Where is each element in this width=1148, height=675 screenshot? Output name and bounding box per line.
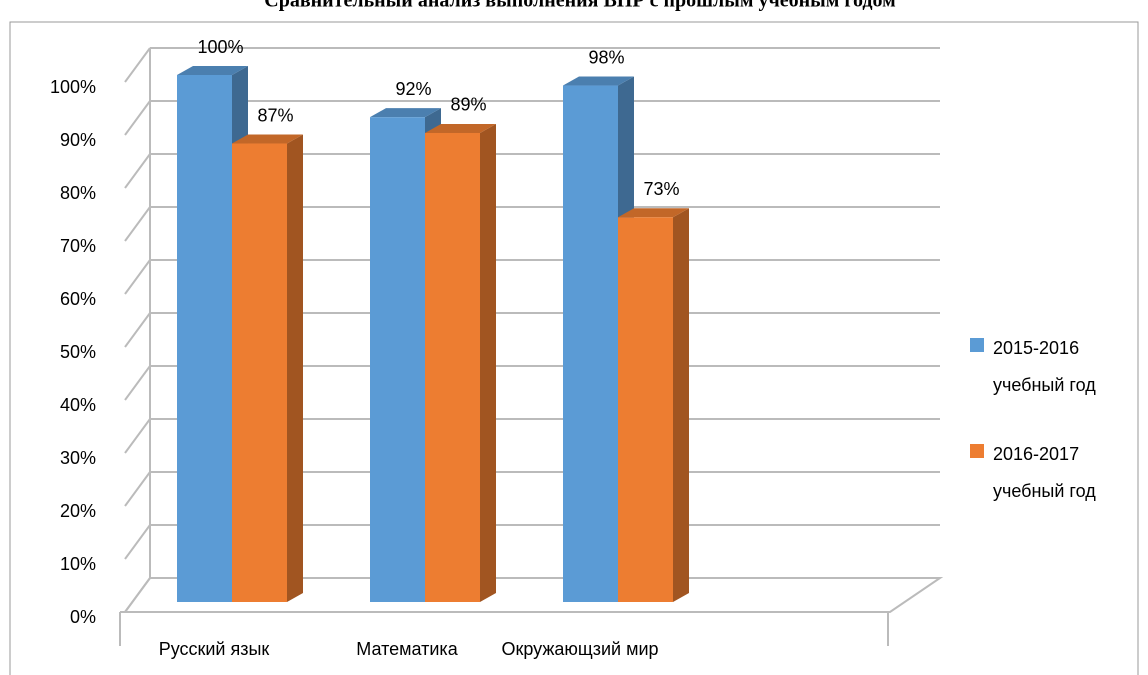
bar-side xyxy=(480,123,496,602)
grid-line xyxy=(124,100,151,136)
bar xyxy=(232,143,287,602)
grid-line xyxy=(124,471,151,507)
bar xyxy=(618,217,673,603)
legend-swatch xyxy=(970,444,984,458)
chart-title: Сравнительный анализ выполнения ВПР с пр… xyxy=(264,0,895,12)
y-tick-label: 70% xyxy=(60,236,96,256)
bar-top xyxy=(563,76,634,86)
legend-label: 2015-2016 учебный год xyxy=(993,338,1096,395)
y-tick-label: 90% xyxy=(60,130,96,150)
y-tick-label: 60% xyxy=(60,289,96,309)
grid-line xyxy=(124,153,151,189)
bar-top xyxy=(177,66,248,75)
data-label: 100% xyxy=(197,37,243,57)
y-tick-label: 20% xyxy=(60,501,96,521)
y-tick-label: 40% xyxy=(60,395,96,415)
data-label: 73% xyxy=(643,179,679,199)
grid-line xyxy=(124,577,151,613)
x-tick-label: Окружающзий мир xyxy=(501,639,658,659)
y-tick-label: 30% xyxy=(60,448,96,468)
bar-side xyxy=(673,208,689,603)
legend-label: 2016-2017 учебный год xyxy=(993,444,1096,501)
legend-swatch xyxy=(970,338,984,352)
grid-line xyxy=(124,418,151,454)
bar-top xyxy=(618,208,689,218)
y-tick-label: 10% xyxy=(60,554,96,574)
grid-line xyxy=(124,365,151,401)
y-tick-label: 50% xyxy=(60,342,96,362)
grid-line xyxy=(124,47,151,83)
grid-line xyxy=(124,524,151,560)
chart-border xyxy=(9,21,1139,675)
bar xyxy=(177,75,232,602)
bar-side xyxy=(287,134,303,602)
y-tick-label: 100% xyxy=(50,77,96,97)
bar xyxy=(425,132,480,602)
y-tick-label: 80% xyxy=(60,183,96,203)
bar-top xyxy=(425,123,496,133)
data-label: 89% xyxy=(450,95,486,115)
grid-line xyxy=(124,206,151,242)
data-label: 98% xyxy=(588,47,624,67)
y-tick-label: 0% xyxy=(70,607,96,627)
grid-line xyxy=(124,312,151,348)
bar-top xyxy=(370,108,441,118)
grid-line xyxy=(124,259,151,295)
bar xyxy=(370,117,425,602)
x-tick-label: Русский язык xyxy=(159,639,270,659)
x-tick-label: Математика xyxy=(356,639,458,659)
data-label: 92% xyxy=(395,79,431,99)
bar-top xyxy=(232,134,303,144)
data-label: 87% xyxy=(257,105,293,125)
bar xyxy=(563,85,618,603)
